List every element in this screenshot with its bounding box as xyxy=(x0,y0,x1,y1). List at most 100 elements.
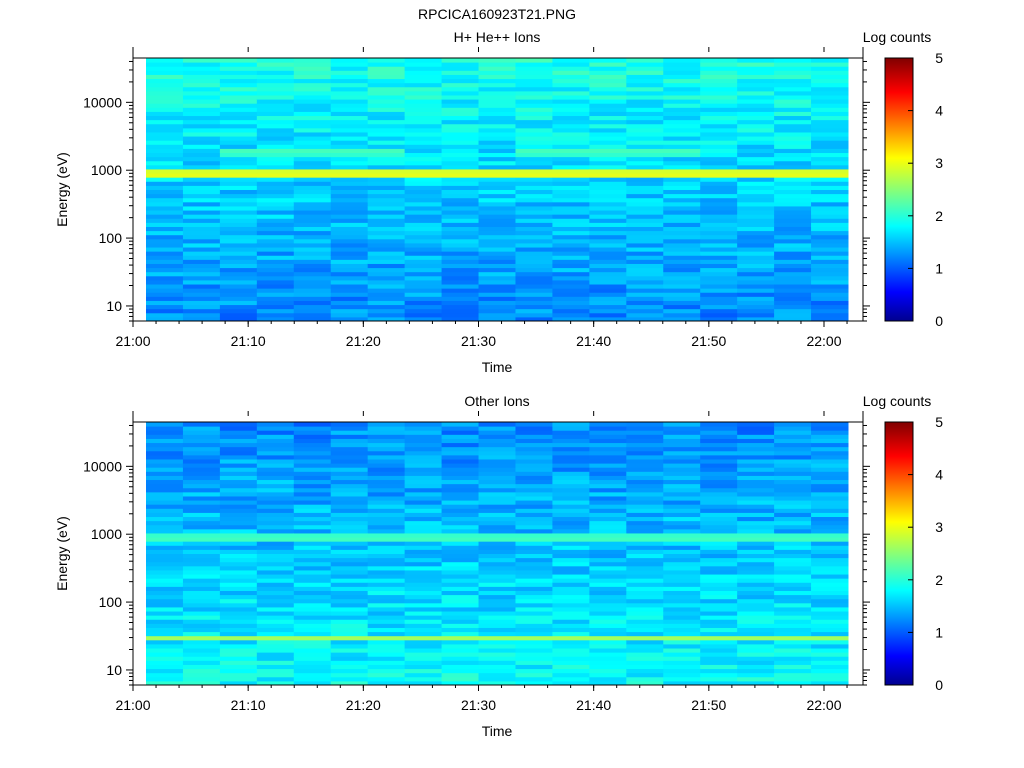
heatmap-cell xyxy=(256,201,295,207)
heatmap-cell xyxy=(552,251,590,256)
heatmap-cell xyxy=(478,467,516,472)
heatmap-cell xyxy=(146,123,184,129)
heatmap-cell xyxy=(515,275,553,281)
heatmap-cell xyxy=(256,275,295,281)
heatmap-cell xyxy=(293,615,332,620)
heatmap-cell xyxy=(737,185,775,190)
heatmap-cell xyxy=(219,292,258,297)
heatmap-cell xyxy=(293,152,332,158)
heatmap-cell xyxy=(441,99,480,104)
heatmap-cell xyxy=(700,78,738,84)
heatmap-cell xyxy=(219,656,258,661)
heatmap-cell xyxy=(293,664,332,670)
heatmap-cell xyxy=(441,316,480,322)
heatmap-cell xyxy=(737,619,775,624)
heatmap-cell xyxy=(330,512,369,518)
heatmap-cell xyxy=(552,312,590,318)
heatmap-cell xyxy=(219,181,258,186)
heatmap-cell xyxy=(441,148,480,154)
heatmap-cell xyxy=(256,508,295,513)
heatmap-cell xyxy=(663,123,701,129)
heatmap-cell xyxy=(478,422,516,427)
heatmap-cell xyxy=(404,78,443,84)
heatmap-cell xyxy=(404,156,443,162)
heatmap-cell xyxy=(256,656,295,661)
heatmap-cell xyxy=(146,119,184,125)
heatmap-cell xyxy=(626,664,664,670)
heatmap-cell xyxy=(737,611,775,616)
heatmap-cell xyxy=(774,210,812,215)
heatmap-cell xyxy=(700,177,738,182)
heatmap-cell xyxy=(737,582,775,587)
heatmap-cell xyxy=(404,181,443,186)
heatmap-cell xyxy=(626,598,664,604)
heatmap-cell xyxy=(589,230,627,236)
heatmap-cell xyxy=(663,255,701,260)
heatmap-cell xyxy=(811,173,849,178)
heatmap-cell xyxy=(552,561,590,567)
heatmap-cell xyxy=(478,148,516,154)
heatmap-cell xyxy=(441,434,480,439)
heatmap-cell xyxy=(219,680,258,686)
heatmap-cell xyxy=(256,296,295,301)
heatmap-cell xyxy=(441,504,480,509)
heatmap-cell xyxy=(330,275,369,281)
heatmap-cell xyxy=(146,193,184,199)
heatmap-cell xyxy=(441,210,480,215)
heatmap-cell xyxy=(441,672,480,678)
heatmap-cell xyxy=(811,545,849,550)
heatmap-cell xyxy=(737,635,775,641)
heatmap-cell xyxy=(552,284,590,289)
heatmap-cell xyxy=(663,475,701,481)
colorbar-tick-label: 2 xyxy=(935,572,943,588)
heatmap-cell xyxy=(404,160,443,166)
heatmap-cell xyxy=(626,549,664,554)
heatmap-cell xyxy=(737,422,775,427)
heatmap-cell xyxy=(441,86,480,92)
heatmap-cell xyxy=(146,115,184,121)
heatmap-cell xyxy=(367,94,406,100)
heatmap-cell xyxy=(774,537,812,542)
heatmap-cell xyxy=(737,557,775,563)
heatmap-cell xyxy=(700,450,738,456)
heatmap-cell xyxy=(146,177,184,182)
heatmap-cell xyxy=(663,680,701,686)
heatmap-cell xyxy=(256,598,295,604)
heatmap-cell xyxy=(330,557,369,563)
heatmap-cell xyxy=(515,504,553,509)
heatmap-cell xyxy=(737,602,775,608)
heatmap-cell xyxy=(663,189,701,195)
heatmap-cell xyxy=(811,582,849,587)
heatmap-cell xyxy=(515,541,553,546)
heatmap-cell xyxy=(774,643,812,649)
heatmap-cell xyxy=(515,520,553,526)
heatmap-cell xyxy=(146,304,184,310)
heatmap-cell xyxy=(774,508,812,513)
heatmap-cell xyxy=(811,590,849,596)
heatmap-cell xyxy=(256,426,295,431)
heatmap-cell xyxy=(441,475,480,481)
heatmap-cell xyxy=(330,611,369,616)
heatmap-cell xyxy=(515,78,553,84)
heatmap-cell xyxy=(256,578,295,583)
heatmap-cell xyxy=(367,495,406,501)
heatmap-cell xyxy=(811,312,849,318)
heatmap-cell xyxy=(219,467,258,472)
heatmap-cell xyxy=(478,214,516,219)
heatmap-cell xyxy=(663,656,701,661)
heatmap-cell xyxy=(626,471,664,476)
panel-title: H+ He++ Ions xyxy=(454,29,541,45)
x-tick-label: 22:00 xyxy=(806,333,841,349)
heatmap-cell xyxy=(774,615,812,620)
heatmap-cell xyxy=(626,136,664,141)
heatmap-cell xyxy=(774,123,812,129)
heatmap-cell xyxy=(589,623,627,628)
heatmap-cell xyxy=(700,664,738,670)
heatmap-cell xyxy=(737,479,775,485)
heatmap-cell xyxy=(219,574,258,579)
heatmap-cell xyxy=(663,602,701,608)
heatmap-cell xyxy=(146,242,184,248)
heatmap-cell xyxy=(404,648,443,653)
heatmap-cell xyxy=(182,565,221,571)
heatmap-cell xyxy=(367,524,406,530)
